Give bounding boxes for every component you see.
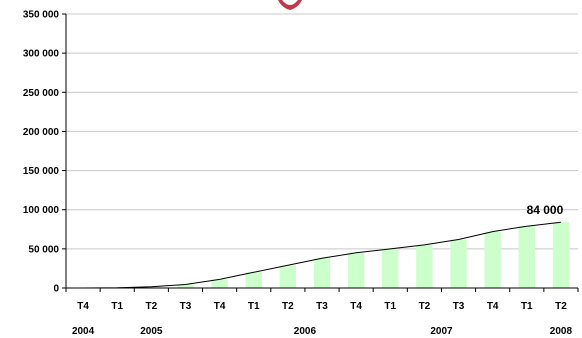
trend-line — [83, 221, 561, 289]
bar — [347, 252, 365, 288]
x-tick-label: T2 — [145, 301, 157, 312]
bar — [484, 231, 501, 288]
bar — [279, 265, 297, 288]
year-label: 2008 — [550, 326, 573, 337]
y-tick-label: 100 000 — [23, 205, 60, 216]
year-label: 2005 — [140, 326, 163, 337]
y-tick-label: 50 000 — [28, 244, 59, 255]
trend-series-line — [83, 221, 561, 289]
bar — [211, 279, 228, 288]
bar — [552, 222, 570, 288]
y-tick-label: 300 000 — [23, 49, 60, 60]
x-tick-label: T2 — [555, 301, 567, 312]
bars — [109, 222, 570, 288]
x-tick-label: T4 — [350, 301, 362, 312]
year-label: 2007 — [430, 326, 453, 337]
year-label: 2004 — [72, 326, 95, 337]
x-tick-label: T4 — [214, 301, 226, 312]
bar — [382, 248, 399, 288]
grid-lines — [62, 13, 578, 289]
brand-logo-icon — [278, 0, 302, 10]
year-labels: 2004 2005 2006 2007 2008 — [72, 326, 573, 337]
data-label-last: 84 000 — [527, 203, 564, 217]
y-tick-labels: 0 50 000 100 000 150 000 200 000 250 000 300 0… — [23, 10, 60, 295]
logo-shape — [278, 0, 302, 10]
x-tick-label: T4 — [77, 301, 89, 312]
x-tick-label: T3 — [453, 301, 465, 312]
y-tick-label: 350 000 — [23, 10, 60, 21]
x-tick-label: T3 — [316, 301, 328, 312]
bar — [416, 244, 433, 288]
x-tick-label: T1 — [111, 301, 123, 312]
x-tick-label: T3 — [180, 301, 192, 312]
year-label: 2006 — [294, 326, 317, 337]
y-tick-label: 250 000 — [23, 88, 60, 99]
x-tick-label: T1 — [521, 301, 533, 312]
x-tick-label: T1 — [248, 301, 260, 312]
y-tick-label: 200 000 — [23, 127, 60, 138]
bar — [245, 272, 262, 288]
bar — [177, 284, 194, 288]
bar — [313, 258, 331, 288]
x-tick-label: T2 — [282, 301, 294, 312]
bar — [143, 286, 160, 288]
x-tick-label: T1 — [384, 301, 396, 312]
axes — [65, 14, 579, 292]
y-tick-label: 150 000 — [23, 166, 60, 177]
y-tick-label: 0 — [53, 284, 59, 295]
x-tick-label: T2 — [419, 301, 431, 312]
x-tick-labels: T4 T1 T2 T3 T4 T1 T2 T3 T4 T1 T2 T3 T4 T1 T2 — [77, 301, 567, 312]
bar — [450, 239, 467, 288]
x-tick-label: T4 — [487, 301, 499, 312]
bar — [518, 226, 535, 288]
